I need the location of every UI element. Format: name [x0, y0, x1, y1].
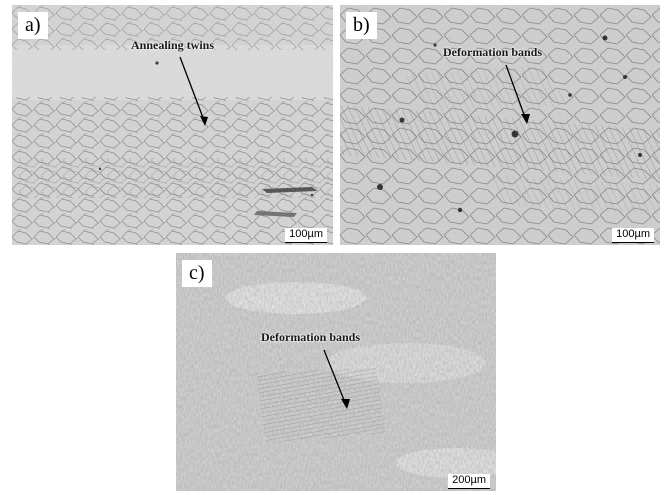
- scale-bar-a: 100µm: [285, 228, 327, 243]
- annotation-label-a: Annealing twins: [131, 38, 215, 52]
- panel-label-b: b): [346, 12, 377, 39]
- scale-bar-c: 200µm: [448, 474, 490, 489]
- annotation-label-b: Deformation bands: [443, 45, 543, 59]
- micrograph-image-c: [176, 253, 496, 491]
- panel-label-a: a): [18, 12, 48, 39]
- scale-bar-b: 100µm: [612, 228, 654, 243]
- micrograph-panel-b: b) Deformation bands 100µm: [340, 5, 660, 245]
- panel-label-c: c): [182, 260, 212, 287]
- micrograph-panel-c: c) Deformation bands 200µm: [176, 253, 496, 491]
- micrograph-image-a: [12, 5, 333, 245]
- micrograph-image-b: [340, 5, 660, 245]
- micrograph-panel-a: a) Annealing twins 100µm: [12, 5, 333, 245]
- annotation-label-c: Deformation bands: [261, 330, 361, 344]
